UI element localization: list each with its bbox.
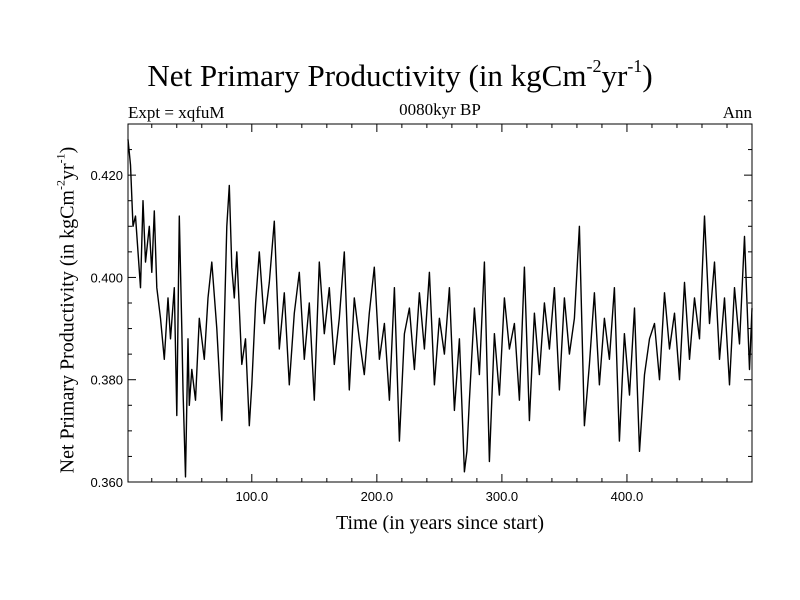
- experiment-label: Expt = xqfuM: [128, 103, 225, 122]
- x-tick-label: 200.0: [361, 489, 394, 504]
- period-label: 0080kyr BP: [399, 100, 481, 119]
- x-tick-label: 400.0: [611, 489, 644, 504]
- y-tick-label: 0.360: [90, 475, 123, 490]
- series-line: [127, 139, 753, 478]
- y-tick-label: 0.420: [90, 168, 123, 183]
- y-tick-label: 0.400: [90, 270, 123, 285]
- x-tick-label: 300.0: [486, 489, 519, 504]
- chart-title: Net Primary Productivity (in kgCm-2yr-1): [147, 56, 653, 93]
- season-label: Ann: [722, 103, 752, 122]
- plot-frame: [127, 123, 753, 483]
- x-axis-label: Time (in years since start): [335, 512, 545, 534]
- axis-ticks: 100.0 200.0 300.0 400.0 0.360 0.380 0.400 0.420: [90, 123, 752, 504]
- y-tick-label: 0.380: [90, 373, 123, 388]
- x-tick-label: 100.0: [236, 489, 269, 504]
